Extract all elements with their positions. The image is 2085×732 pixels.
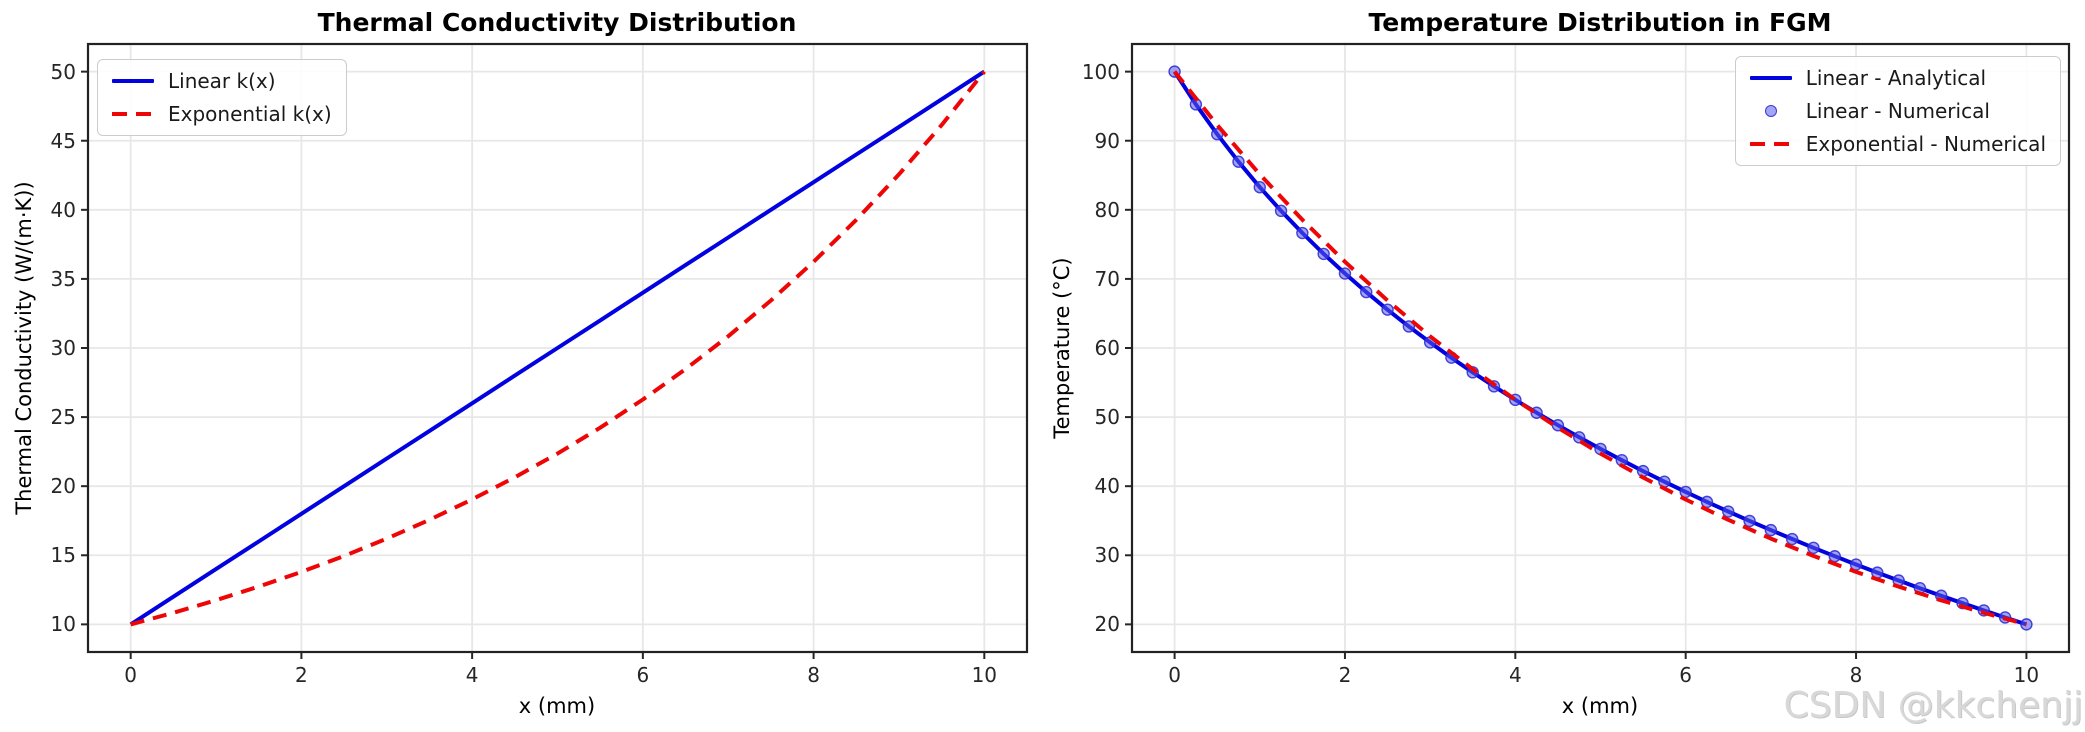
watermark: CSDN @kkchenjj bbox=[1783, 685, 2083, 726]
data-point-marker bbox=[1274, 204, 1288, 218]
series-path bbox=[1173, 70, 2027, 627]
legend-marker-sample bbox=[1764, 105, 1777, 117]
y-tick-label: 50 bbox=[50, 59, 76, 84]
y-tick-label: 45 bbox=[50, 128, 76, 153]
data-point-marker bbox=[1402, 320, 1416, 333]
x-tick-label: 6 bbox=[1679, 663, 1693, 687]
y-tick-label: 35 bbox=[50, 266, 76, 291]
x-tick-label: 6 bbox=[636, 663, 650, 687]
legend-entry: Linear k(x) bbox=[112, 68, 332, 94]
y-tick-label: 25 bbox=[50, 405, 76, 430]
y-tick-label: 70 bbox=[1094, 266, 1120, 291]
data-point-marker bbox=[1700, 495, 1714, 509]
y-tick-label: 50 bbox=[1094, 405, 1120, 430]
data-point-marker bbox=[1785, 532, 1799, 546]
data-point-marker bbox=[1381, 303, 1394, 316]
y-tick-label: 60 bbox=[1094, 336, 1120, 360]
data-point-marker bbox=[1658, 475, 1671, 488]
data-point-marker bbox=[1828, 550, 1841, 563]
dashed-line-swatch-icon bbox=[112, 112, 154, 116]
legend-entry: Linear - Analytical bbox=[1749, 65, 2046, 91]
marker-swatch-icon bbox=[1750, 105, 1792, 117]
y-tick-label: 30 bbox=[50, 336, 76, 360]
y-tick-label: 20 bbox=[1094, 612, 1120, 637]
legend-entry: Linear - Numerical bbox=[1750, 98, 2046, 124]
legend-label: Linear - Numerical bbox=[1805, 99, 1990, 123]
legend-line-sample bbox=[112, 79, 154, 83]
data-point-marker bbox=[1743, 514, 1756, 528]
y-tick-label: 80 bbox=[1094, 197, 1120, 222]
x-tick-label: 4 bbox=[1508, 663, 1522, 687]
data-point-marker bbox=[1338, 267, 1352, 280]
left-xaxis-label: x (mm) bbox=[518, 694, 596, 718]
legend: Linear - Analytical Linear - Numerical Exp… bbox=[1734, 56, 2061, 166]
y-tick-label: 40 bbox=[1094, 474, 1120, 499]
x-tick-label: 0 bbox=[124, 663, 138, 687]
x-tick-label: 2 bbox=[295, 663, 308, 687]
data-point-marker bbox=[1317, 247, 1330, 261]
x-tick-label: 4 bbox=[465, 663, 479, 687]
data-point-marker bbox=[1807, 541, 1820, 555]
solid-line-swatch-icon bbox=[112, 79, 154, 83]
data-point-marker bbox=[1232, 155, 1245, 168]
left-plot-title: Thermal Conductivity Distribution bbox=[317, 8, 797, 37]
y-tick-label: 30 bbox=[1094, 543, 1120, 568]
legend-dash-sample bbox=[112, 112, 154, 116]
y-tick-label: 15 bbox=[50, 543, 76, 568]
legend: Linear k(x) Exponential k(x) bbox=[97, 59, 347, 136]
legend-label: Exponential - Numerical bbox=[1805, 132, 2046, 156]
x-tick-label: 10 bbox=[971, 663, 998, 687]
series-path bbox=[129, 69, 986, 627]
right-plot-title: Temperature Distribution in FGM bbox=[1368, 8, 1832, 37]
data-point-marker bbox=[1296, 226, 1309, 240]
data-point-marker bbox=[1764, 523, 1778, 537]
data-point-marker bbox=[1551, 419, 1565, 432]
dashed-line-swatch-icon bbox=[1749, 142, 1792, 146]
x-tick-label: 10 bbox=[2013, 663, 2040, 687]
x-tick-label: 2 bbox=[1338, 663, 1352, 687]
data-point-marker bbox=[1360, 285, 1373, 299]
data-point-marker bbox=[1722, 505, 1735, 518]
legend-entry: Exponential k(x) bbox=[112, 101, 332, 127]
legend-label: Exponential k(x) bbox=[168, 102, 332, 126]
y-tick-label: 40 bbox=[50, 197, 76, 222]
x-tick-label: 8 bbox=[1849, 663, 1863, 687]
y-tick-label: 10 bbox=[50, 612, 76, 637]
y-tick-label: 90 bbox=[1094, 128, 1120, 153]
series-path bbox=[130, 70, 986, 627]
legend-line-sample bbox=[1749, 76, 1792, 80]
legend-dash-sample bbox=[1749, 142, 1792, 146]
y-tick-label: 20 bbox=[50, 474, 76, 499]
legend-label: Linear - Analytical bbox=[1805, 66, 1987, 90]
legend-entry: Exponential - Numerical bbox=[1749, 131, 2046, 157]
data-point-marker bbox=[1253, 181, 1266, 194]
legend-label: Linear k(x) bbox=[168, 69, 276, 93]
data-point-marker bbox=[1636, 464, 1650, 478]
x-tick-label: 0 bbox=[1168, 663, 1181, 687]
right-xaxis-label: x (mm) bbox=[1561, 694, 1639, 718]
x-tick-label: 8 bbox=[807, 663, 820, 687]
y-tick-label: 100 bbox=[1081, 59, 1120, 84]
solid-line-swatch-icon bbox=[1749, 76, 1792, 80]
